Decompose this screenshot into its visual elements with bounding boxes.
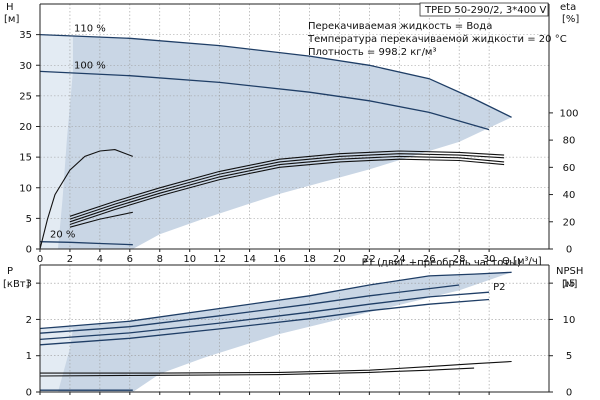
head-series-labels: 110 % 100 % 20 %	[50, 24, 106, 241]
head-operating-area	[40, 34, 512, 249]
power-left-tick-label: 3	[26, 279, 32, 290]
head-right-tick-label: 100	[559, 108, 578, 119]
npsh-axis-label: NPSH	[556, 266, 583, 277]
flow-tick-label: 2	[67, 254, 73, 265]
power-series-label: P2	[493, 282, 505, 293]
power-axes	[36, 264, 553, 395]
power-right-tick-label: 10	[563, 315, 576, 326]
power-operating-area	[40, 272, 512, 392]
head-left-tick-label: 35	[19, 30, 32, 41]
title-box	[419, 2, 549, 17]
head-curve-2	[39, 241, 133, 246]
head-low-speed-area	[40, 34, 73, 249]
head-right-tick-label: 80	[563, 136, 576, 147]
power-right-tick-label: 5	[566, 351, 572, 362]
head-right-tick-label: 40	[563, 190, 576, 201]
power-left-tick-label: 2	[26, 315, 32, 326]
power-curve-3	[39, 298, 490, 346]
head-left-tick-label: 15	[19, 153, 32, 164]
flow-tick-label: 16	[273, 254, 286, 265]
head-series-label: 20 %	[50, 230, 75, 241]
head-curve-0	[39, 33, 512, 118]
power-npsh-curves	[39, 271, 512, 391]
head-right-tick-label: 60	[563, 163, 576, 174]
head-curve-4	[69, 150, 505, 217]
power-curve-0	[39, 271, 512, 330]
flow-tick-label: 14	[243, 254, 256, 265]
head-left-tick-label: 20	[19, 122, 32, 133]
head-grid	[40, 4, 549, 249]
power-series-labels: P1 (двиг.+преобр-ль частоты) P2	[362, 257, 522, 293]
flow-tick-label: 28	[453, 254, 466, 265]
flow-tick-label: 6	[127, 254, 133, 265]
head-curve-3	[39, 149, 133, 250]
head-left-tick-label: 0	[26, 245, 32, 256]
head-right-tick-label: 20	[563, 217, 576, 228]
power-left-tick-label: 0	[26, 388, 32, 399]
power-right-tick-label: 0	[566, 388, 572, 399]
flow-tick-label: 12	[213, 254, 226, 265]
power-grid	[40, 265, 549, 392]
power-right-tick-label: 15	[563, 279, 576, 290]
efficiency-axis-unit: [%]	[562, 14, 579, 25]
flow-axis-label: Q [м³/ч]	[502, 256, 542, 267]
head-curve-7	[69, 158, 505, 226]
power-axis-label: P	[7, 266, 13, 277]
efficiency-axis-label: eta	[560, 2, 576, 13]
power-curve-2	[39, 291, 490, 341]
power-tick-labels: 0 1 2 3 0 5 10 15	[26, 279, 576, 399]
info-line-fluid: Перекачиваемая жидкость = Вода	[308, 21, 492, 32]
head-series-label: 100 %	[74, 60, 106, 71]
info-line-temperature: Температура перекачиваемой жидкости = 20…	[307, 34, 567, 45]
head-right-tick-label: 0	[566, 245, 572, 256]
power-curve-6	[39, 367, 475, 377]
head-axis-label: H	[6, 2, 14, 13]
flow-tick-label: 4	[97, 254, 103, 265]
power-axis-unit: [кВт]	[3, 279, 30, 290]
flow-tick-label: 24	[393, 254, 406, 265]
flow-tick-label: 18	[303, 254, 316, 265]
flow-tick-label: 26	[423, 254, 436, 265]
head-left-tick-label: 30	[19, 61, 32, 72]
head-curve-8	[69, 211, 133, 228]
flow-tick-label: 8	[157, 254, 163, 265]
npsh-axis-unit: [м]	[562, 279, 577, 290]
head-curve-6	[69, 155, 505, 223]
power-left-tick-label: 1	[26, 351, 32, 362]
head-axis-unit: [м]	[4, 14, 19, 25]
head-series-label: 110 %	[74, 24, 106, 35]
head-left-tick-label: 5	[26, 214, 32, 225]
info-line-density: Плотность = 998.2 кг/м³	[308, 47, 437, 58]
head-left-tick-label: 10	[19, 183, 32, 194]
power-curve-1	[39, 284, 460, 334]
chart-title: TPED 50-290/2, 3*400 V	[424, 5, 546, 16]
flow-tick-label: 0	[37, 254, 43, 265]
head-efficiency-curves	[39, 33, 512, 250]
head-curve-5	[69, 153, 505, 220]
flow-tick-label: 30	[483, 254, 496, 265]
power-series-label: P1 (двиг.+преобр-ль частоты)	[362, 257, 522, 268]
head-operating-area	[40, 34, 512, 249]
flow-tick-label: 22	[363, 254, 376, 265]
flow-tick-label: 10	[183, 254, 196, 265]
head-curve-1	[39, 70, 490, 131]
head-left-tick-label: 25	[19, 91, 32, 102]
power-operating-area	[40, 272, 512, 392]
power-curve-5	[40, 360, 512, 374]
flow-tick-label: 20	[333, 254, 346, 265]
